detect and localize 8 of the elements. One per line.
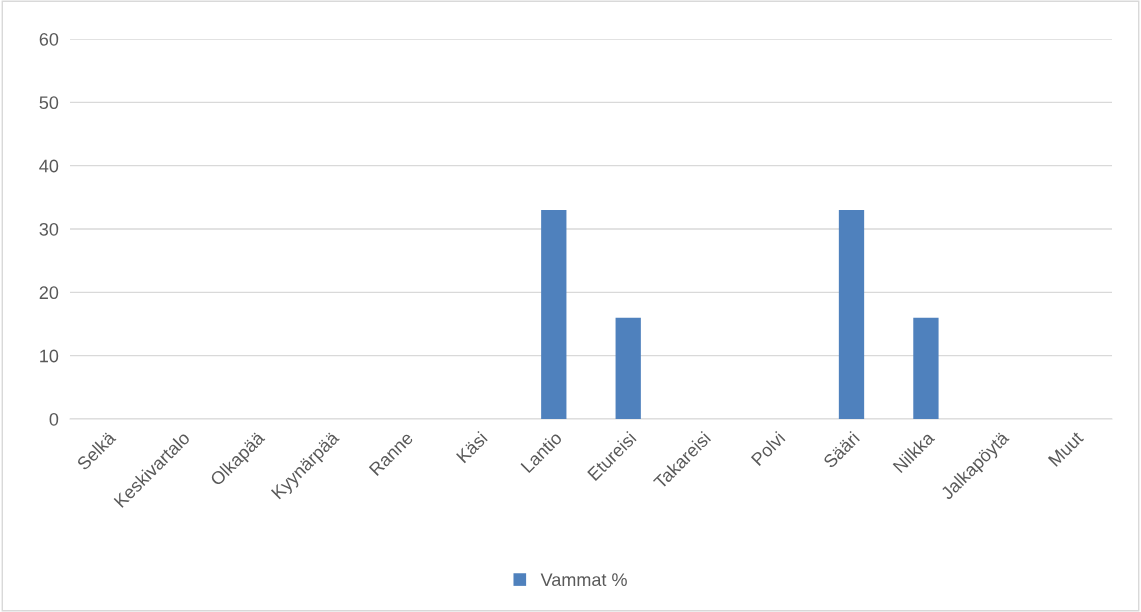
y-tick-label: 20	[39, 286, 59, 300]
y-tick-label: 40	[39, 159, 59, 173]
y-tick-label: 50	[39, 96, 59, 110]
y-tick-label: 0	[49, 412, 59, 426]
y-tick-label: 30	[39, 222, 59, 236]
y-tick-label: 10	[40, 349, 59, 363]
legend-label: Vammat %	[540, 573, 627, 587]
y-tick-label: 60	[39, 32, 59, 46]
